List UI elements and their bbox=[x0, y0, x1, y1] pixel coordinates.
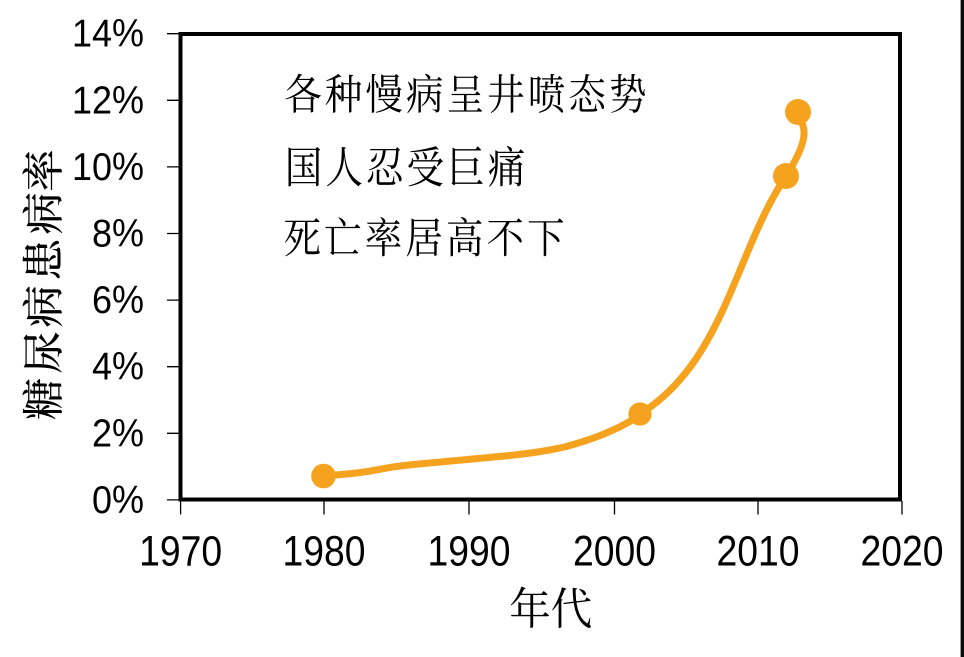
svg-text:1990: 1990 bbox=[428, 528, 511, 576]
svg-text:8%: 8% bbox=[92, 213, 144, 256]
svg-text:0%: 0% bbox=[92, 479, 144, 522]
svg-text:1980: 1980 bbox=[283, 528, 366, 576]
svg-text:2%: 2% bbox=[92, 412, 144, 455]
svg-text:2000: 2000 bbox=[573, 528, 656, 576]
svg-text:14%: 14% bbox=[72, 13, 144, 56]
svg-text:12%: 12% bbox=[72, 79, 144, 122]
svg-text:2020: 2020 bbox=[861, 528, 944, 576]
svg-text:10%: 10% bbox=[72, 146, 144, 189]
svg-text:6%: 6% bbox=[92, 279, 144, 322]
svg-text:2010: 2010 bbox=[717, 528, 800, 576]
svg-text:4%: 4% bbox=[92, 346, 144, 389]
svg-text:1970: 1970 bbox=[139, 528, 222, 576]
